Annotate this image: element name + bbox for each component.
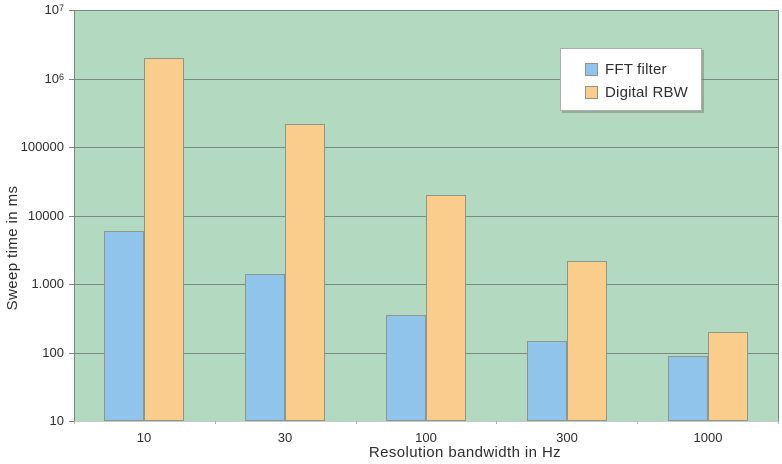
- bar-digital-rbw-300: [567, 261, 607, 421]
- x-axis-title: Resolution bandwidth in Hz: [368, 444, 562, 461]
- bar-digital-rbw-100: [426, 195, 466, 421]
- bar-fft-filter-10: [104, 231, 144, 421]
- y-axis-tick-label: 106: [44, 71, 64, 86]
- x-axis-tick-label: 10: [136, 430, 152, 445]
- x-axis-tick-label: 300: [556, 430, 578, 445]
- legend-label-digital-rbw: Digital RBW: [605, 84, 689, 101]
- y-axis-tick-mark: [69, 216, 74, 217]
- y-axis-tick-mark: [69, 147, 74, 148]
- x-axis-tick-mark: [356, 421, 357, 424]
- y-axis-tick-label: 1.000: [31, 276, 64, 291]
- bar-fft-filter-1000: [668, 356, 708, 421]
- bar-fft-filter-300: [527, 341, 567, 421]
- plot-border: [74, 10, 75, 421]
- digital-rbw-swatch-icon: [585, 86, 598, 99]
- x-axis-tick-label: 1000: [693, 430, 723, 445]
- x-axis-tick-label: 100: [415, 430, 437, 445]
- x-axis-tick-mark: [496, 421, 497, 424]
- y-axis-tick-label: 100000: [20, 139, 64, 154]
- bar-fft-filter-100: [386, 315, 426, 421]
- plot-border: [74, 10, 779, 11]
- legend-label-fft-filter: FFT filter: [605, 61, 667, 78]
- x-axis-tick-mark: [778, 421, 779, 424]
- y-axis-tick-label: 10: [49, 413, 64, 428]
- bar-digital-rbw-1000: [708, 332, 748, 421]
- legend-item-fft-filter: FFT filter: [585, 58, 701, 81]
- x-axis-tick-mark: [74, 421, 75, 424]
- x-axis-tick-label: 30: [277, 430, 293, 445]
- x-axis-tick-mark: [637, 421, 638, 424]
- y-axis-tick-label: 10000: [27, 208, 64, 223]
- gridline: [74, 147, 778, 148]
- y-axis-tick-label: 100: [42, 345, 64, 360]
- gridline: [74, 79, 778, 80]
- y-axis-title: Sweep time in ms: [4, 185, 21, 311]
- bar-fft-filter-30: [245, 274, 285, 421]
- bar-digital-rbw-30: [285, 124, 325, 421]
- y-axis-tick-label: 107: [44, 2, 64, 17]
- y-axis-tick-mark: [69, 353, 74, 354]
- x-axis-tick-mark: [215, 421, 216, 424]
- legend: FFT filter Digital RBW: [560, 48, 702, 111]
- bar-digital-rbw-10: [144, 58, 184, 421]
- y-axis-tick-mark: [69, 284, 74, 285]
- y-axis-tick-mark: [69, 10, 74, 11]
- plot-border: [778, 10, 779, 421]
- fft-filter-swatch-icon: [585, 63, 598, 76]
- legend-item-digital-rbw: Digital RBW: [585, 81, 701, 104]
- y-axis-tick-mark: [69, 421, 74, 422]
- plot-border: [74, 421, 779, 422]
- y-axis-tick-mark: [69, 79, 74, 80]
